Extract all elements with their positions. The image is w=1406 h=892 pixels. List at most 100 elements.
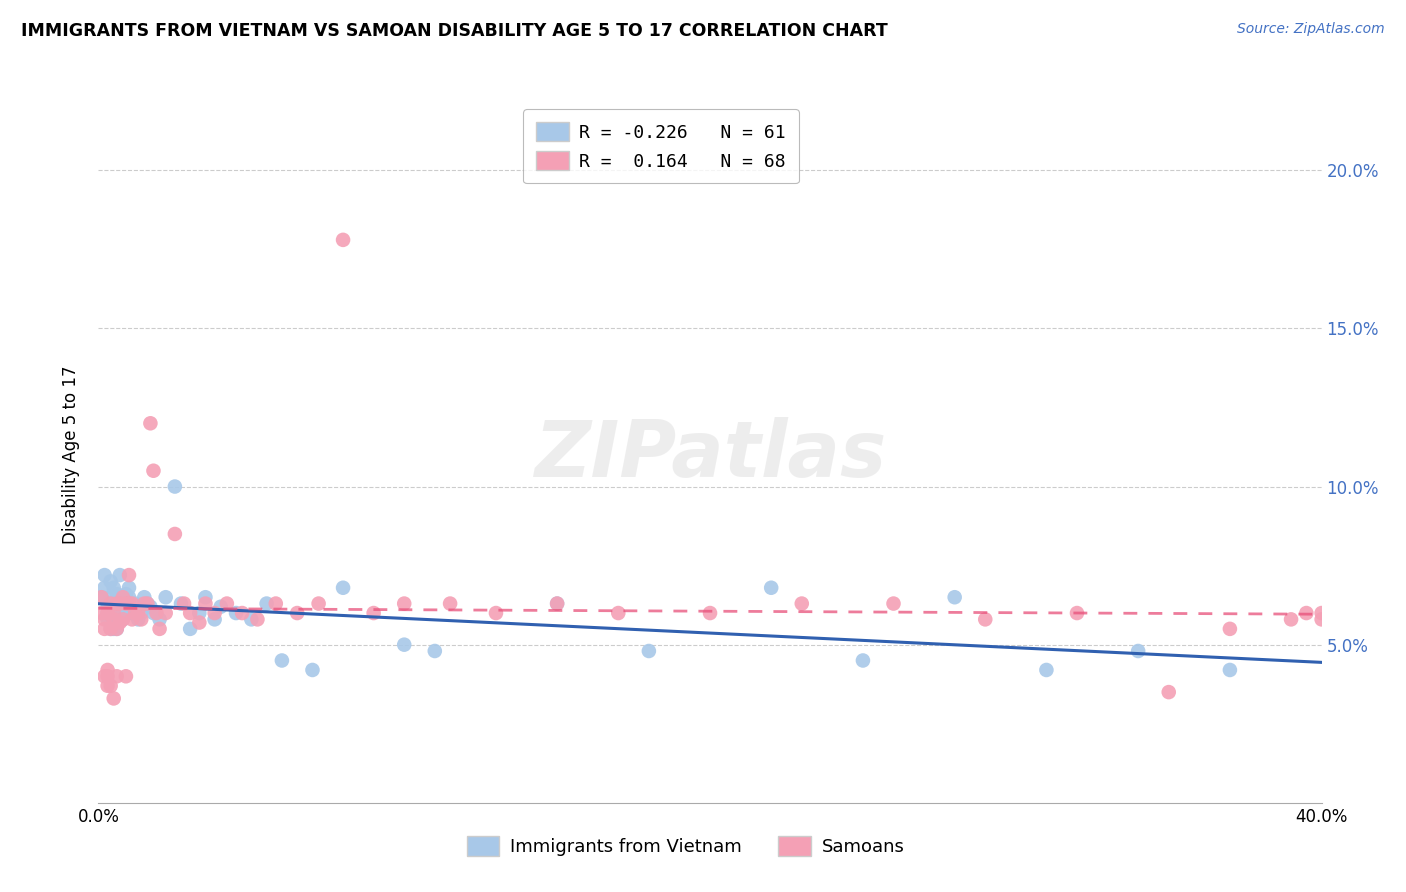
Point <box>188 606 211 620</box>
Point <box>118 581 141 595</box>
Point <box>105 669 128 683</box>
Point <box>332 233 354 247</box>
Point <box>108 597 131 611</box>
Point <box>194 597 217 611</box>
Point <box>1310 606 1333 620</box>
Point <box>173 597 195 611</box>
Point <box>1219 622 1241 636</box>
Point <box>100 591 122 605</box>
Text: Source: ZipAtlas.com: Source: ZipAtlas.com <box>1237 22 1385 37</box>
Point <box>121 606 143 620</box>
Point <box>100 574 122 589</box>
Point <box>301 663 323 677</box>
Point <box>270 653 292 667</box>
Point <box>546 597 568 611</box>
Point <box>97 606 120 620</box>
Point <box>93 622 115 636</box>
Point <box>103 691 125 706</box>
Point <box>1066 606 1088 620</box>
Legend: Immigrants from Vietnam, Samoans: Immigrants from Vietnam, Samoans <box>460 829 911 863</box>
Point <box>108 568 131 582</box>
Point <box>93 568 115 582</box>
Point <box>115 597 138 611</box>
Point <box>136 597 159 611</box>
Point <box>129 612 152 626</box>
Point <box>883 597 905 611</box>
Point <box>118 568 141 582</box>
Point <box>204 606 226 620</box>
Point <box>759 581 782 595</box>
Point <box>485 606 508 620</box>
Point <box>194 591 217 605</box>
Point <box>546 597 568 611</box>
Point <box>145 606 167 620</box>
Point <box>115 669 138 683</box>
Point <box>97 606 120 620</box>
Point <box>118 597 141 611</box>
Point <box>790 597 813 611</box>
Point <box>118 591 141 605</box>
Point <box>93 612 115 626</box>
Point <box>1279 612 1302 626</box>
Point <box>105 587 128 601</box>
Y-axis label: Disability Age 5 to 17: Disability Age 5 to 17 <box>62 366 80 544</box>
Point <box>1219 663 1241 677</box>
Point <box>97 663 120 677</box>
Text: ZIPatlas: ZIPatlas <box>534 417 886 493</box>
Point <box>423 644 446 658</box>
Point <box>204 612 226 626</box>
Point <box>105 597 128 611</box>
Point <box>139 417 162 431</box>
Point <box>1035 663 1057 677</box>
Point <box>188 615 211 630</box>
Point <box>974 612 997 626</box>
Point <box>285 606 308 620</box>
Point <box>103 612 125 626</box>
Point <box>637 644 661 658</box>
Point <box>105 622 128 636</box>
Point <box>139 599 162 614</box>
Point <box>100 606 122 620</box>
Point <box>103 597 125 611</box>
Point <box>1128 644 1150 658</box>
Point <box>100 597 122 611</box>
Point <box>111 591 134 605</box>
Point <box>124 606 146 620</box>
Point <box>90 591 112 605</box>
Point <box>105 622 128 636</box>
Point <box>108 615 131 630</box>
Text: IMMIGRANTS FROM VIETNAM VS SAMOAN DISABILITY AGE 5 TO 17 CORRELATION CHART: IMMIGRANTS FROM VIETNAM VS SAMOAN DISABI… <box>21 22 887 40</box>
Point <box>108 599 131 614</box>
Point <box>127 606 149 620</box>
Point <box>1157 685 1180 699</box>
Point <box>111 612 134 626</box>
Point <box>103 606 125 620</box>
Point <box>363 606 385 620</box>
Point <box>100 679 122 693</box>
Point <box>155 591 177 605</box>
Point <box>97 597 120 611</box>
Point <box>215 597 238 611</box>
Point <box>179 622 201 636</box>
Point <box>699 606 721 620</box>
Point <box>129 606 152 620</box>
Point <box>90 591 112 605</box>
Point <box>170 597 193 611</box>
Point <box>142 606 165 620</box>
Point <box>103 581 125 595</box>
Point <box>136 597 159 611</box>
Point <box>392 638 416 652</box>
Point <box>103 622 125 636</box>
Point <box>256 597 278 611</box>
Point <box>149 622 172 636</box>
Point <box>231 606 253 620</box>
Point <box>111 612 134 626</box>
Point <box>155 606 177 620</box>
Point <box>308 597 330 611</box>
Point <box>121 597 143 611</box>
Point <box>607 606 630 620</box>
Point <box>124 597 146 611</box>
Point <box>134 591 156 605</box>
Point <box>93 669 115 683</box>
Point <box>108 612 131 626</box>
